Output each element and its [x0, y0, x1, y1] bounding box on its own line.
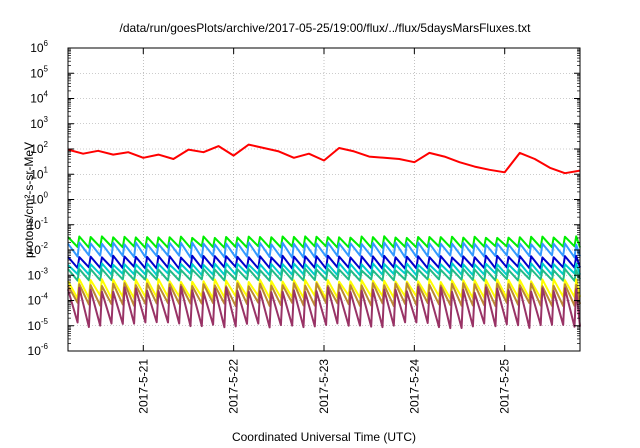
x-axis: 2017-5-21 2017-5-22 2017-5-23 2017-5-24 2017…: [136, 48, 512, 414]
y-tick-label: 102: [30, 140, 48, 156]
y-tick-label: 106: [30, 39, 48, 55]
grid-lines: [68, 47, 580, 352]
series-line-3: [67, 241, 581, 259]
y-tick-label: 104: [30, 90, 48, 106]
y-tick-label: 10-5: [28, 317, 49, 333]
y-tick-label: 10-1: [28, 216, 49, 232]
chart-title: /data/run/goesPlots/archive/2017-05-25/1…: [120, 21, 532, 35]
x-tick-label: 2017-5-24: [407, 359, 421, 414]
series-layer: [67, 143, 581, 330]
x-axis-title: Coordinated Universal Time (UTC): [232, 430, 416, 444]
x-tick-label: 2017-5-22: [227, 359, 241, 414]
y-tick-label: 10-3: [28, 266, 49, 282]
x-tick-label: 2017-5-23: [317, 359, 331, 414]
series-line-9: [67, 285, 581, 330]
y-axis: 10-6 10-5 10-4 10-3 10-2 10-1 100 101 102 103 104 1…: [28, 39, 580, 358]
series-line-6: [67, 267, 581, 282]
series-line-1: [67, 143, 581, 175]
y-tick-label: 101: [30, 165, 48, 181]
y-tick-label: 103: [30, 115, 48, 131]
y-tick-label: 10-2: [28, 241, 49, 257]
series-line-2: [67, 235, 581, 249]
y-tick-label: 10-4: [28, 292, 49, 308]
y-tick-label: 100: [30, 191, 48, 207]
y-tick-label: 10-6: [28, 342, 49, 358]
y-tick-label: 105: [30, 64, 48, 80]
x-tick-label: 2017-5-25: [498, 359, 512, 414]
y-axis-title: protons/cm²-s-sr-MeV: [22, 142, 36, 258]
x-tick-label: 2017-5-21: [136, 359, 150, 414]
series-line-4: [67, 254, 581, 270]
